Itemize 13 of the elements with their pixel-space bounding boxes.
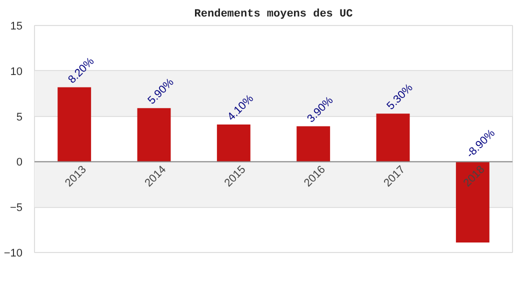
chart-title: Rendements moyens des UC <box>194 8 354 20</box>
y-tick-label: 15 <box>10 20 23 32</box>
bar <box>376 114 410 162</box>
bar <box>58 87 92 162</box>
y-tick-label: 5 <box>16 111 23 124</box>
bar <box>137 108 171 162</box>
bar <box>216 124 250 162</box>
bar <box>456 162 490 243</box>
bar <box>296 126 330 162</box>
y-tick-label: 10 <box>10 66 23 78</box>
y-tick-label: −10 <box>4 248 23 260</box>
y-tick-label: −5 <box>10 202 23 214</box>
y-tick-label: 0 <box>16 156 23 169</box>
